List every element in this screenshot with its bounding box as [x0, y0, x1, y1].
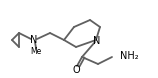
Text: N: N — [30, 35, 38, 45]
Text: NH₂: NH₂ — [120, 51, 139, 61]
Text: Me: Me — [30, 48, 42, 56]
Text: O: O — [72, 65, 80, 75]
Text: N: N — [93, 36, 101, 46]
